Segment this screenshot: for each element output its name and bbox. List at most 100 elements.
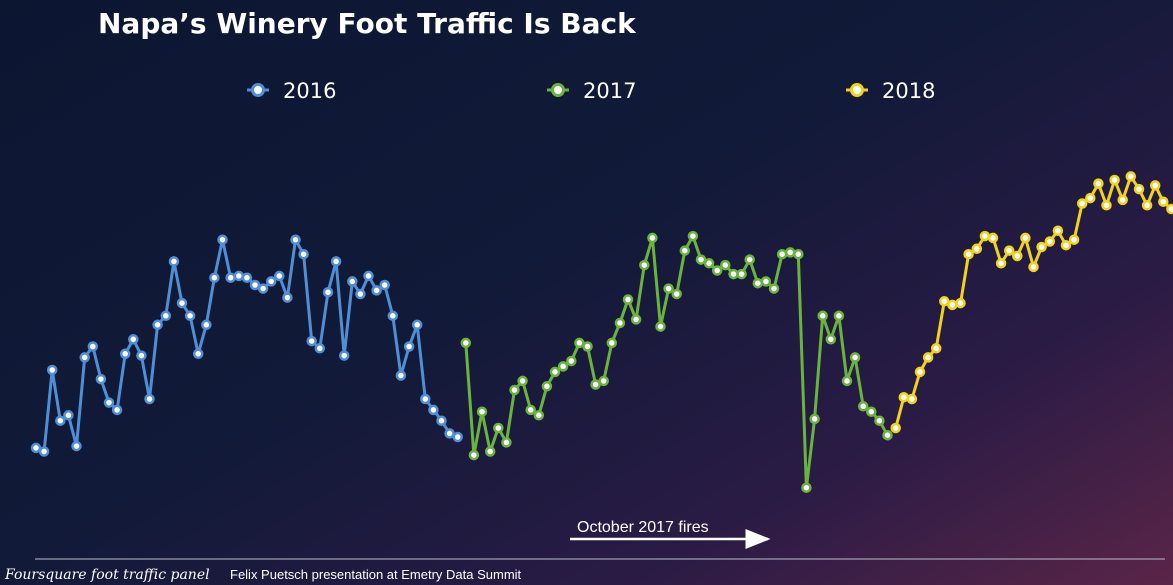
data-point-2017-23[interactable] xyxy=(647,232,658,244)
data-point-2016-18[interactable] xyxy=(176,297,188,309)
data-point-2016-41[interactable] xyxy=(363,270,374,282)
data-point-2016-40[interactable] xyxy=(355,288,366,300)
data-point-2017-21[interactable] xyxy=(630,314,642,325)
data-point-2016-3[interactable] xyxy=(55,415,66,426)
data-point-2016-21[interactable] xyxy=(201,319,212,331)
data-point-2016-35[interactable] xyxy=(314,343,326,354)
data-point-2016-22[interactable] xyxy=(209,272,220,283)
data-point-2016-42[interactable] xyxy=(371,285,382,296)
data-point-2017-15[interactable] xyxy=(582,341,593,352)
data-point-2017-40[interactable] xyxy=(784,247,796,258)
data-point-2018-29[interactable] xyxy=(1125,171,1137,182)
data-point-2016-43[interactable] xyxy=(379,279,390,291)
data-point-2016-37[interactable] xyxy=(330,256,342,267)
data-point-2017-1[interactable] xyxy=(468,449,480,461)
data-point-2018-25[interactable] xyxy=(1093,178,1104,189)
data-point-2017-37[interactable] xyxy=(760,276,772,287)
data-point-2018-33[interactable] xyxy=(1158,196,1169,207)
data-point-2016-6[interactable] xyxy=(79,352,90,363)
data-point-2016-20[interactable] xyxy=(192,348,204,360)
data-point-2016-44[interactable] xyxy=(387,310,399,322)
data-point-2018-2[interactable] xyxy=(906,393,918,405)
data-point-2017-30[interactable] xyxy=(703,258,715,269)
data-point-2018-24[interactable] xyxy=(1085,192,1096,204)
data-point-2017-44[interactable] xyxy=(817,310,828,322)
data-point-2016-52[interactable] xyxy=(452,431,463,443)
data-point-2016-25[interactable] xyxy=(233,270,245,282)
data-point-2018-32[interactable] xyxy=(1149,180,1161,191)
data-point-2017-36[interactable] xyxy=(752,277,764,289)
data-point-2016-2[interactable] xyxy=(46,364,58,376)
data-point-2018-23[interactable] xyxy=(1076,198,1088,209)
data-point-2018-3[interactable] xyxy=(914,366,926,378)
data-point-2016-17[interactable] xyxy=(168,256,180,267)
data-point-2017-0[interactable] xyxy=(460,337,472,349)
data-point-2017-50[interactable] xyxy=(866,406,877,417)
data-point-2016-19[interactable] xyxy=(184,310,196,322)
data-point-2018-5[interactable] xyxy=(930,343,942,354)
data-point-2016-0[interactable] xyxy=(30,442,42,454)
data-point-2016-33[interactable] xyxy=(298,248,309,260)
data-point-2017-42[interactable] xyxy=(801,482,812,493)
data-point-2017-13[interactable] xyxy=(566,355,577,367)
data-point-2018-11[interactable] xyxy=(979,230,991,242)
data-point-2017-26[interactable] xyxy=(671,288,682,300)
data-point-2018-15[interactable] xyxy=(1012,250,1023,262)
data-point-2018-6[interactable] xyxy=(939,296,950,307)
data-point-2017-35[interactable] xyxy=(744,254,755,265)
data-point-2016-32[interactable] xyxy=(290,234,301,245)
data-point-2018-12[interactable] xyxy=(987,232,999,244)
data-point-2017-19[interactable] xyxy=(614,317,626,329)
data-point-2018-14[interactable] xyxy=(1003,245,1015,256)
data-point-2017-25[interactable] xyxy=(663,283,674,294)
data-point-2017-33[interactable] xyxy=(728,268,739,280)
data-point-2016-16[interactable] xyxy=(160,310,172,322)
data-point-2017-43[interactable] xyxy=(809,413,820,425)
legend-item-2016[interactable]: 2016 xyxy=(247,79,336,103)
data-point-2016-4[interactable] xyxy=(63,410,74,421)
data-point-2016-27[interactable] xyxy=(249,279,261,291)
data-point-2016-10[interactable] xyxy=(111,404,123,416)
data-point-2017-34[interactable] xyxy=(736,268,747,280)
data-point-2017-22[interactable] xyxy=(639,259,650,271)
data-point-2018-21[interactable] xyxy=(1060,239,1072,251)
data-point-2016-7[interactable] xyxy=(87,341,99,352)
data-point-2016-8[interactable] xyxy=(95,373,107,385)
data-point-2016-11[interactable] xyxy=(119,348,131,360)
data-point-2018-22[interactable] xyxy=(1068,234,1080,245)
data-point-2016-49[interactable] xyxy=(428,404,439,416)
data-point-2017-48[interactable] xyxy=(849,352,861,363)
data-point-2018-9[interactable] xyxy=(963,248,974,260)
data-point-2017-41[interactable] xyxy=(793,248,804,260)
data-point-2017-9[interactable] xyxy=(533,410,545,421)
data-point-2017-8[interactable] xyxy=(525,404,536,416)
data-point-2018-17[interactable] xyxy=(1028,261,1039,273)
data-point-2016-31[interactable] xyxy=(282,292,293,303)
data-point-2017-45[interactable] xyxy=(825,334,837,345)
data-point-2017-32[interactable] xyxy=(720,259,731,271)
data-point-2018-34[interactable] xyxy=(1166,203,1173,215)
data-point-2017-4[interactable] xyxy=(493,422,504,434)
data-point-2017-7[interactable] xyxy=(517,375,528,387)
data-point-2018-7[interactable] xyxy=(947,299,958,311)
data-point-2017-16[interactable] xyxy=(590,379,601,390)
data-point-2016-36[interactable] xyxy=(322,286,334,298)
data-point-2016-5[interactable] xyxy=(71,440,82,452)
data-point-2018-19[interactable] xyxy=(1044,236,1056,247)
data-point-2018-1[interactable] xyxy=(898,391,910,403)
data-point-2017-28[interactable] xyxy=(687,230,699,242)
data-point-2016-48[interactable] xyxy=(420,393,431,405)
data-point-2016-38[interactable] xyxy=(338,350,350,361)
data-point-2017-39[interactable] xyxy=(776,248,788,260)
data-point-2016-30[interactable] xyxy=(274,270,285,282)
data-point-2017-20[interactable] xyxy=(622,294,634,305)
data-point-2017-10[interactable] xyxy=(541,381,553,392)
data-point-2018-8[interactable] xyxy=(955,297,966,309)
data-point-2017-49[interactable] xyxy=(857,401,869,412)
data-point-2017-18[interactable] xyxy=(606,337,618,349)
data-point-2016-14[interactable] xyxy=(144,393,155,405)
data-point-2018-31[interactable] xyxy=(1141,200,1153,211)
data-point-2017-46[interactable] xyxy=(833,310,845,322)
data-point-2017-51[interactable] xyxy=(874,415,885,426)
data-point-2016-50[interactable] xyxy=(436,415,447,426)
